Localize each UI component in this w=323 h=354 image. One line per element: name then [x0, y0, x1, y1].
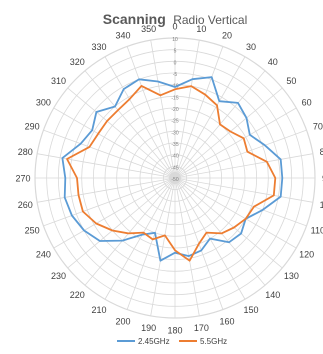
- angle-tick-label: 310: [51, 76, 66, 86]
- radial-tick-label: 0: [174, 60, 177, 66]
- grid-spoke: [174, 87, 283, 179]
- grid-spoke: [126, 177, 176, 310]
- polar-grid: [34, 37, 316, 319]
- grid-spoke: [174, 153, 313, 179]
- angle-tick-label: 250: [25, 225, 40, 235]
- grid-center: [169, 172, 181, 184]
- angle-tick-label: 70: [313, 122, 323, 132]
- grid-spoke: [67, 87, 176, 179]
- radial-tick-label: -40: [171, 154, 178, 160]
- angle-tick-label: 210: [91, 305, 106, 315]
- angle-tick-label: 270: [15, 174, 30, 184]
- grid-spoke: [174, 177, 313, 203]
- grid-spoke: [174, 177, 307, 227]
- grid-spoke: [174, 107, 297, 179]
- grid-spoke: [53, 177, 176, 249]
- angle-tick-label: 290: [25, 122, 40, 132]
- angle-tick-label: 300: [36, 98, 51, 108]
- angle-tick-label: 0: [172, 22, 177, 32]
- angle-tick-label: 280: [18, 147, 33, 157]
- angle-tick-label: 130: [284, 271, 299, 281]
- angle-tick-label: 180: [167, 326, 182, 336]
- angle-tick-label: 240: [36, 250, 51, 260]
- grid-spoke: [43, 177, 176, 227]
- radial-tick-label: -15: [171, 95, 178, 101]
- radial-tick-label: 5: [174, 49, 177, 55]
- angle-tick-label: 230: [51, 271, 66, 281]
- grid-spoke: [174, 177, 297, 249]
- angle-tick-label: 170: [194, 323, 209, 333]
- grid-spoke: [104, 177, 176, 300]
- grid-spoke: [174, 46, 224, 179]
- radial-tick-label: -50: [171, 177, 178, 183]
- grid-spoke: [104, 56, 176, 179]
- angle-tick-label: 140: [265, 290, 280, 300]
- grid-spoke: [84, 70, 176, 179]
- angle-tick-label: 90: [322, 174, 323, 184]
- grid-spoke: [43, 129, 176, 179]
- angle-tick-label: 60: [302, 98, 312, 108]
- series-lines: [61, 76, 284, 262]
- grid-spoke: [126, 46, 176, 179]
- grid-spoke: [67, 177, 176, 269]
- angle-tick-label: 350: [141, 24, 156, 34]
- legend-label: 5.5GHz: [200, 337, 227, 346]
- angle-tick-label: 220: [70, 290, 85, 300]
- radial-tick-label: -35: [171, 142, 178, 148]
- grid-spoke: [53, 107, 176, 179]
- series-line: [61, 76, 284, 262]
- angle-tick-label: 260: [18, 200, 33, 210]
- radial-tick-label: -30: [171, 130, 178, 136]
- angle-tick-label: 30: [246, 42, 256, 52]
- angle-tick-label: 110: [311, 225, 323, 235]
- angle-tick-label: 40: [268, 57, 278, 67]
- legend: 2.45GHz 5.5GHz: [117, 337, 227, 346]
- chart-title-rest: Radio Vertical: [173, 13, 247, 27]
- grid-spoke: [174, 177, 266, 286]
- grid-spoke: [174, 177, 200, 316]
- radial-tick-label: 10: [172, 37, 178, 43]
- chart-title: Scanning Radio Vertical: [103, 11, 248, 28]
- radial-tick-label: -20: [171, 107, 178, 113]
- grid-spoke: [174, 177, 283, 269]
- angle-tick-label: 80: [320, 147, 323, 157]
- grid-spoke: [150, 40, 176, 179]
- angle-tick-label: 150: [243, 305, 258, 315]
- grid-spoke: [84, 177, 176, 286]
- angle-tick-label: 20: [222, 31, 232, 41]
- angle-tick-label: 330: [91, 42, 106, 52]
- angle-tick-label: 190: [141, 323, 156, 333]
- angle-tick-label: 10: [196, 24, 206, 34]
- legend-label: 2.45GHz: [138, 337, 170, 346]
- grid-spoke: [150, 177, 176, 316]
- grid-spoke: [174, 40, 200, 179]
- angle-tick-label: 120: [299, 250, 314, 260]
- angle-tick-label: 50: [286, 76, 296, 86]
- radial-tick-label: -5: [173, 72, 178, 78]
- series-line: [66, 85, 277, 262]
- chart-title-bold: Scanning: [103, 11, 166, 27]
- radial-tick-label: -25: [171, 119, 178, 125]
- angle-tick-label: 320: [70, 57, 85, 67]
- angle-tick-labels: 0102030405060708090101101201301401501601…: [15, 22, 323, 336]
- angle-tick-label: 10: [320, 200, 323, 210]
- grid-spoke: [174, 56, 246, 179]
- grid-spoke: [174, 129, 307, 179]
- grid-spoke: [37, 177, 176, 203]
- angle-tick-label: 340: [115, 31, 130, 41]
- grid-spoke: [37, 153, 176, 179]
- radial-tick-label: -45: [171, 165, 178, 171]
- angle-tick-label: 200: [115, 316, 130, 326]
- angle-tick-label: 160: [219, 316, 234, 326]
